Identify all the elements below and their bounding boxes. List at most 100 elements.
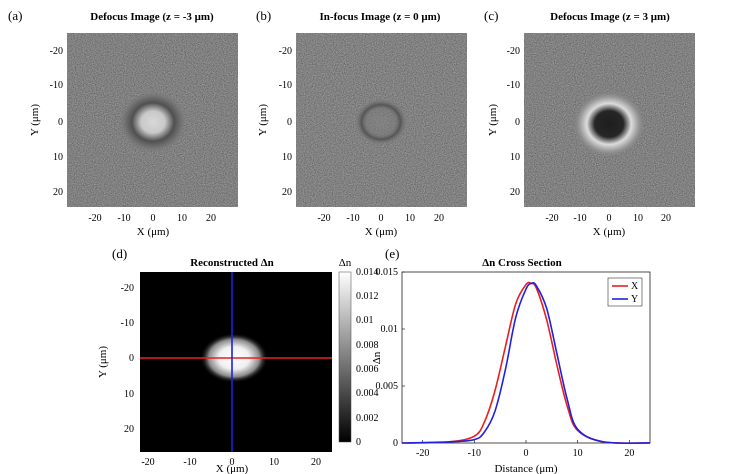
y-tick-label: 0 (129, 353, 134, 364)
x-tick-label: 0 (379, 213, 384, 224)
legend-label: X (631, 281, 639, 292)
colorbar (338, 271, 352, 443)
colorbar-tick-label: 0.012 (356, 291, 379, 302)
x-tick-label: 0 (524, 448, 529, 459)
y-tick-label: 0 (58, 117, 63, 128)
y-tick-label: 0.005 (376, 381, 399, 392)
y-tick-label: -20 (279, 46, 292, 57)
panel-title: Defocus Image (z = -3 μm) (90, 11, 214, 23)
x-tick-label: 10 (573, 448, 583, 459)
bead-image (573, 91, 645, 157)
y-tick-label: -10 (279, 80, 292, 91)
legend-label: Y (631, 294, 638, 305)
x-tick-label: -10 (573, 213, 586, 224)
x-tick-label: -20 (141, 457, 154, 468)
y-tick-label: 20 (510, 187, 520, 198)
x-tick-label: -10 (468, 448, 481, 459)
y-tick-labels: -20 -10 0 10 20 (507, 46, 520, 198)
y-tick-labels: -20 -10 0 10 20 (50, 46, 63, 198)
y-axis-label: Δn (371, 351, 383, 364)
x-axis-label: X (μm) (137, 226, 170, 238)
bead-image (119, 91, 187, 153)
panel-c: (c) Defocus Image (z = 3 μm) -20 -10 0 1… (484, 8, 695, 238)
y-tick-labels: -20 -10 0 10 20 (279, 46, 292, 198)
x-tick-label: 10 (177, 213, 187, 224)
x-tick-label: 10 (269, 457, 279, 468)
y-tick-label: 0 (287, 117, 292, 128)
panel-title: Reconstructed Δn (190, 257, 274, 269)
x-tick-label: 20 (624, 448, 634, 459)
y-tick-label: 0.01 (381, 324, 399, 335)
x-tick-label: -10 (346, 213, 359, 224)
colorbar-tick-label: 0.008 (356, 340, 379, 351)
colorbar-tick-label: 0.014 (356, 267, 379, 278)
y-tick-label: -10 (50, 80, 63, 91)
y-tick-label: -10 (121, 318, 134, 329)
y-tick-label: 10 (510, 152, 520, 163)
panel-title: In-focus Image (z = 0 μm) (320, 11, 441, 23)
chart-title: Δn Cross Section (482, 257, 561, 269)
panel-label: (c) (484, 8, 498, 23)
x-tick-labels: -20 -10 0 10 20 (317, 213, 444, 224)
y-tick-label: 0.015 (376, 267, 399, 278)
colorbar-label: Δn (339, 257, 352, 269)
x-tick-label: -20 (88, 213, 101, 224)
x-tick-label: -10 (183, 457, 196, 468)
colorbar-tick-label: 0.002 (356, 413, 379, 424)
panel-title: Defocus Image (z = 3 μm) (550, 11, 670, 23)
y-tick-label: 0 (393, 438, 398, 449)
y-tick-label: 10 (53, 152, 63, 163)
x-tick-labels: -20 -10 0 10 20 (545, 213, 671, 224)
x-tick-label: -20 (317, 213, 330, 224)
bead-image (354, 98, 408, 146)
x-tick-label: -20 (416, 448, 429, 459)
x-tick-label: -10 (117, 213, 130, 224)
y-tick-label: -10 (507, 80, 520, 91)
x-axis-label: X (μm) (365, 226, 398, 238)
panel-b: (b) In-focus Image (z = 0 μm) -20 -10 0 … (256, 8, 467, 238)
x-axis-label: X (μm) (216, 463, 249, 474)
colorbar-tick-label: 0.01 (356, 315, 374, 326)
x-tick-label: 20 (434, 213, 444, 224)
panel-label: (a) (8, 8, 22, 23)
x-tick-label: 20 (206, 213, 216, 224)
y-tick-label: 0 (515, 117, 520, 128)
colorbar-tick-labels: 0.014 0.012 0.01 0.008 0.006 0.004 0.002… (356, 267, 379, 448)
y-tick-label: 10 (124, 389, 134, 400)
panel-label: (b) (256, 8, 271, 23)
y-tick-labels: -20 -10 0 10 20 (121, 283, 134, 435)
x-tick-label: 20 (661, 213, 671, 224)
cross-section-chart: (e) Δn Cross Section -20 -10 0 10 20 0 0.005 0.… (371, 246, 651, 474)
y-tick-label: -20 (50, 46, 63, 57)
panel-label: (d) (112, 246, 127, 261)
x-tick-label: 20 (311, 457, 321, 468)
y-axis-label: Y (μm) (29, 104, 41, 136)
y-tick-label: -20 (507, 46, 520, 57)
x-axis-label: Distance (μm) (494, 463, 557, 474)
x-tick-label: 10 (633, 213, 643, 224)
series-line-y (401, 281, 651, 444)
colorbar-tick-label: 0.006 (356, 364, 379, 375)
x-tick-label: -20 (545, 213, 558, 224)
y-axis-label: Y (μm) (487, 104, 499, 136)
x-axis-label: X (μm) (593, 226, 626, 238)
colorbar-tick-label: 0 (356, 437, 361, 448)
y-axis-label: Y (μm) (97, 346, 109, 378)
x-tick-labels: -20 -10 0 10 20 (88, 213, 216, 224)
y-tick-label: 20 (53, 187, 63, 198)
y-axis-label: Y (μm) (257, 104, 269, 136)
x-tick-labels: -20 -10 0 10 20 (141, 457, 321, 468)
x-tick-label: 0 (607, 213, 612, 224)
panel-label: (e) (385, 246, 399, 261)
x-tick-label: 10 (405, 213, 415, 224)
panel-d: (d) Reconstructed Δn -20 -10 0 10 20 -20… (97, 246, 379, 474)
x-tick-label: 0 (151, 213, 156, 224)
y-tick-label: 20 (282, 187, 292, 198)
x-tick-label: 0 (230, 457, 235, 468)
series-line-x (401, 281, 651, 444)
legend-box (607, 277, 643, 307)
y-tick-label: -20 (121, 283, 134, 294)
y-tick-label: 10 (282, 152, 292, 163)
y-tick-label: 20 (124, 424, 134, 435)
